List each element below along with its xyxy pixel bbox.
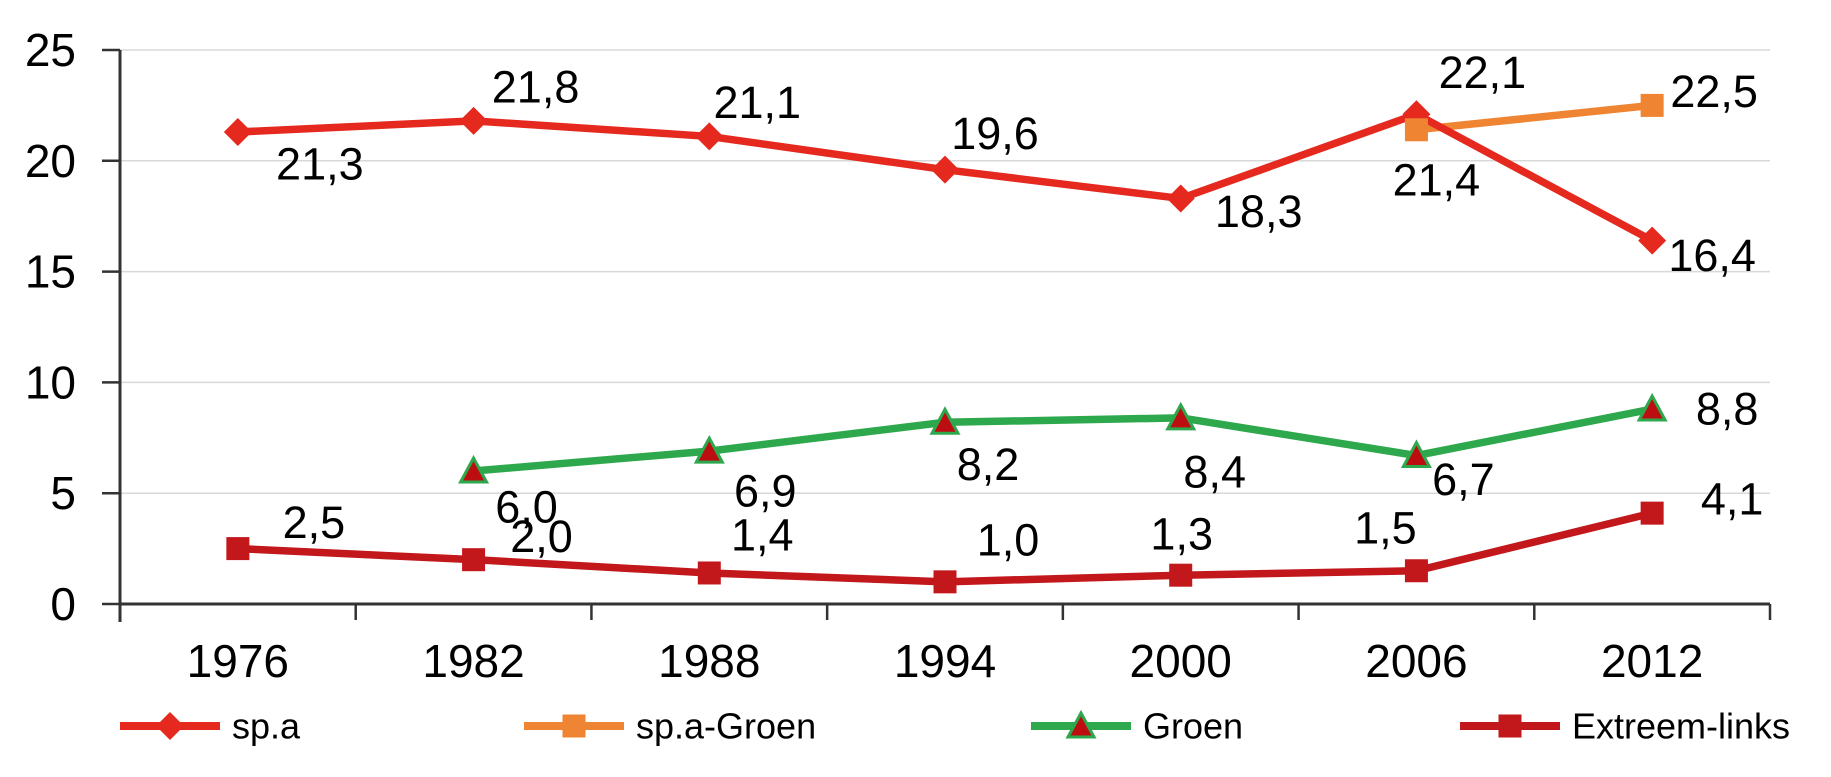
legend-marker-sp.a-Groen xyxy=(562,714,586,738)
y-axis-label-20: 20 xyxy=(25,135,76,187)
point-sp.a-2012 xyxy=(1638,226,1667,255)
y-axis-label-5: 5 xyxy=(50,467,76,519)
legend-item-Groen xyxy=(1031,709,1131,739)
legend-marker-sp.a xyxy=(156,712,184,740)
point-sp.a-2000 xyxy=(1166,184,1195,213)
x-axis-label-1994: 1994 xyxy=(894,635,996,687)
legend-label-Groen: Groen xyxy=(1143,706,1243,747)
data-label-Extreem-links-2006: 1,5 xyxy=(1354,502,1417,553)
point-sp.a-2006 xyxy=(1402,100,1431,129)
x-axis-label-1988: 1988 xyxy=(658,635,760,687)
point-Groen-2006 xyxy=(1400,439,1432,469)
data-label-sp.a-Groen-2006: 21,4 xyxy=(1393,154,1481,205)
legend-label-sp.a: sp.a xyxy=(232,706,301,747)
y-axis-label-25: 25 xyxy=(25,24,76,76)
data-label-Extreem-links-2000: 1,3 xyxy=(1150,509,1213,560)
point-Extreem-links-1994 xyxy=(933,570,957,594)
legend-item-sp.a xyxy=(120,712,220,740)
legend-marker-Extreem-links xyxy=(1498,714,1522,738)
legend-item-sp.a-Groen xyxy=(524,714,624,738)
legend-item-Extreem-links xyxy=(1460,714,1560,738)
data-label-Groen-1982: 6,0 xyxy=(495,482,558,533)
point-Extreem-links-1982 xyxy=(462,548,486,572)
x-axis-label-2006: 2006 xyxy=(1365,635,1467,687)
point-Extreem-links-1976 xyxy=(226,537,250,561)
data-label-sp.a-2012: 16,4 xyxy=(1668,230,1756,281)
legend-marker-Groen xyxy=(1065,709,1097,739)
data-label-Extreem-links-1988: 1,4 xyxy=(731,509,794,560)
legend-label-Extreem-links: Extreem-links xyxy=(1572,706,1790,747)
data-label-Groen-2006: 6,7 xyxy=(1432,454,1495,505)
series-line-Groen xyxy=(473,405,1653,475)
data-label-sp.a-1988: 21,1 xyxy=(713,77,801,128)
series-line-sp.a-Groen xyxy=(1416,101,1653,134)
data-label-sp.a-Groen-2012: 22,5 xyxy=(1670,66,1758,117)
data-label-Groen-2012: 8,8 xyxy=(1696,383,1759,434)
point-sp.a-1976 xyxy=(223,117,252,146)
point-sp.a-Groen-2006 xyxy=(1404,118,1428,142)
data-label-sp.a-2000: 18,3 xyxy=(1215,186,1303,237)
data-label-Extreem-links-1976: 2,5 xyxy=(283,497,346,548)
x-axis-label-1982: 1982 xyxy=(422,635,524,687)
data-label-Groen-1994: 8,2 xyxy=(957,439,1020,490)
y-axis-label-15: 15 xyxy=(25,246,76,298)
point-Groen-2000 xyxy=(1165,401,1197,431)
point-Extreem-links-2012 xyxy=(1640,501,1664,525)
data-label-Groen-1988: 6,9 xyxy=(734,466,797,517)
y-axis-label-0: 0 xyxy=(50,578,76,630)
point-sp.a-1982 xyxy=(459,106,488,135)
point-Groen-2012 xyxy=(1636,392,1668,422)
point-Extreem-links-2000 xyxy=(1169,563,1193,587)
data-label-Groen-2000: 8,4 xyxy=(1183,446,1246,497)
data-label-Extreem-links-1982: 2,0 xyxy=(510,511,573,562)
data-label-sp.a-1982: 21,8 xyxy=(492,61,580,112)
data-label-sp.a-2006: 22,1 xyxy=(1439,47,1527,98)
point-Groen-1994 xyxy=(929,406,961,435)
point-sp.a-Groen-2012 xyxy=(1640,93,1664,117)
data-label-sp.a-1976: 21,3 xyxy=(276,138,364,189)
point-sp.a-1994 xyxy=(931,155,959,184)
point-sp.a-1988 xyxy=(695,122,724,151)
point-Groen-1988 xyxy=(693,434,725,464)
data-label-Extreem-links-2012: 4,1 xyxy=(1701,474,1764,525)
data-label-sp.a-1994: 19,6 xyxy=(951,108,1039,159)
y-axis-label-10: 10 xyxy=(25,356,76,408)
legend-label-sp.a-Groen: sp.a-Groen xyxy=(636,706,816,747)
x-axis-label-2000: 2000 xyxy=(1130,635,1232,687)
x-axis-label-2012: 2012 xyxy=(1601,635,1703,687)
point-Groen-1982 xyxy=(458,454,490,484)
point-Extreem-links-2006 xyxy=(1404,559,1428,583)
x-axis-label-1976: 1976 xyxy=(187,635,289,687)
point-Extreem-links-1988 xyxy=(697,561,721,585)
data-label-Extreem-links-1994: 1,0 xyxy=(977,514,1040,565)
